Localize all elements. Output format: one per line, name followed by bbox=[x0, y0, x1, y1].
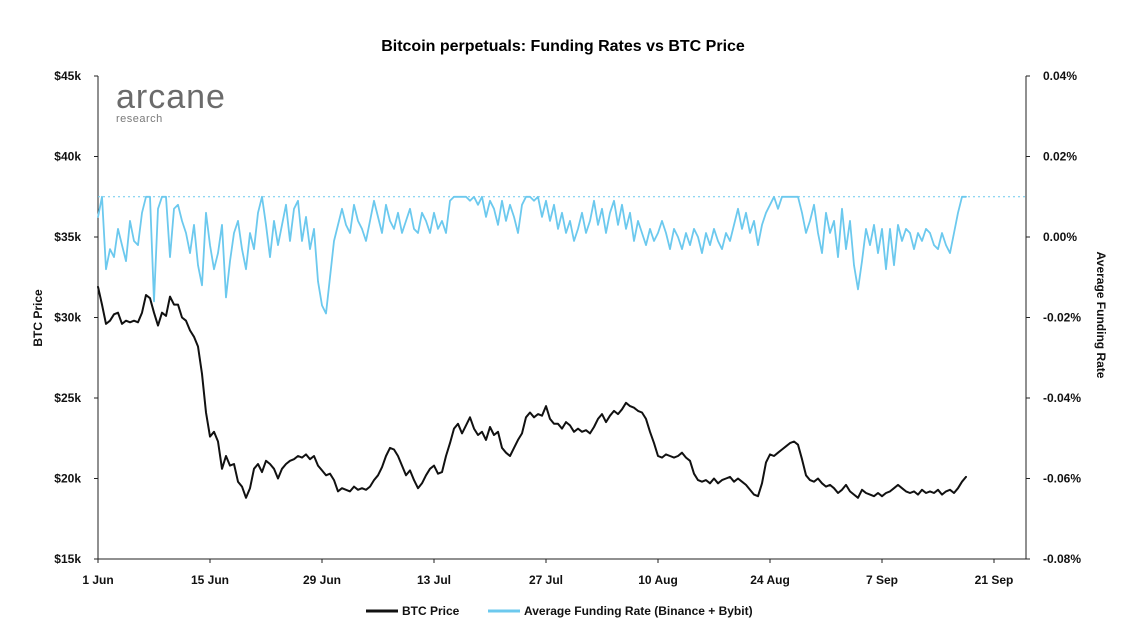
legend-label-btc-price: BTC Price bbox=[402, 604, 460, 618]
x-tick-label: 21 Sep bbox=[975, 573, 1014, 587]
legend: BTC Price Average Funding Rate (Binance … bbox=[366, 604, 753, 618]
left-axis-ticks: $15k $20k $25k $30k $35k $40k $45k bbox=[54, 69, 98, 566]
left-tick-label: $30k bbox=[54, 311, 81, 325]
right-axis-title: Average Funding Rate bbox=[1094, 252, 1108, 379]
legend-label-funding-rate: Average Funding Rate (Binance + Bybit) bbox=[524, 604, 753, 618]
left-tick-label: $40k bbox=[54, 150, 81, 164]
x-tick-label: 10 Aug bbox=[638, 573, 678, 587]
series-line-funding-rate bbox=[97, 195, 967, 315]
left-axis-title: BTC Price bbox=[31, 289, 45, 347]
right-tick-label: 0.02% bbox=[1043, 150, 1077, 164]
series-layer bbox=[97, 195, 967, 499]
x-tick-label: 7 Sep bbox=[866, 573, 898, 587]
right-tick-label: -0.06% bbox=[1043, 472, 1081, 486]
logo-wordmark: arcane bbox=[116, 78, 226, 116]
left-tick-label: $45k bbox=[54, 69, 81, 83]
left-tick-label: $20k bbox=[54, 472, 81, 486]
right-tick-label: -0.02% bbox=[1043, 311, 1081, 325]
x-tick-label: 29 Jun bbox=[303, 573, 341, 587]
logo-tagline: research bbox=[116, 113, 163, 125]
right-axis-ticks: -0.08% -0.06% -0.04% -0.02% 0.00% 0.02% 0.04% bbox=[1026, 69, 1081, 566]
x-tick-label: 24 Aug bbox=[750, 573, 790, 587]
arcane-logo: arcane research bbox=[116, 78, 226, 125]
right-tick-label: -0.08% bbox=[1043, 552, 1081, 566]
x-tick-label: 27 Jul bbox=[529, 573, 563, 587]
x-tick-label: 13 Jul bbox=[417, 573, 451, 587]
series-line-btc-price bbox=[97, 285, 967, 499]
axes-layer bbox=[97, 76, 1027, 560]
right-tick-label: 0.04% bbox=[1043, 69, 1077, 83]
left-tick-label: $15k bbox=[54, 552, 81, 566]
x-tick-label: 15 Jun bbox=[191, 573, 229, 587]
x-axis-ticks: 1 Jun 15 Jun 29 Jun 13 Jul 27 Jul 10 Aug 24 Au… bbox=[82, 559, 1013, 587]
x-tick-label: 1 Jun bbox=[82, 573, 113, 587]
right-tick-label: 0.00% bbox=[1043, 230, 1077, 244]
chart-title: Bitcoin perpetuals: Funding Rates vs BTC… bbox=[381, 38, 745, 55]
left-tick-label: $25k bbox=[54, 391, 81, 405]
left-tick-label: $35k bbox=[54, 230, 81, 244]
right-tick-label: -0.04% bbox=[1043, 391, 1081, 405]
